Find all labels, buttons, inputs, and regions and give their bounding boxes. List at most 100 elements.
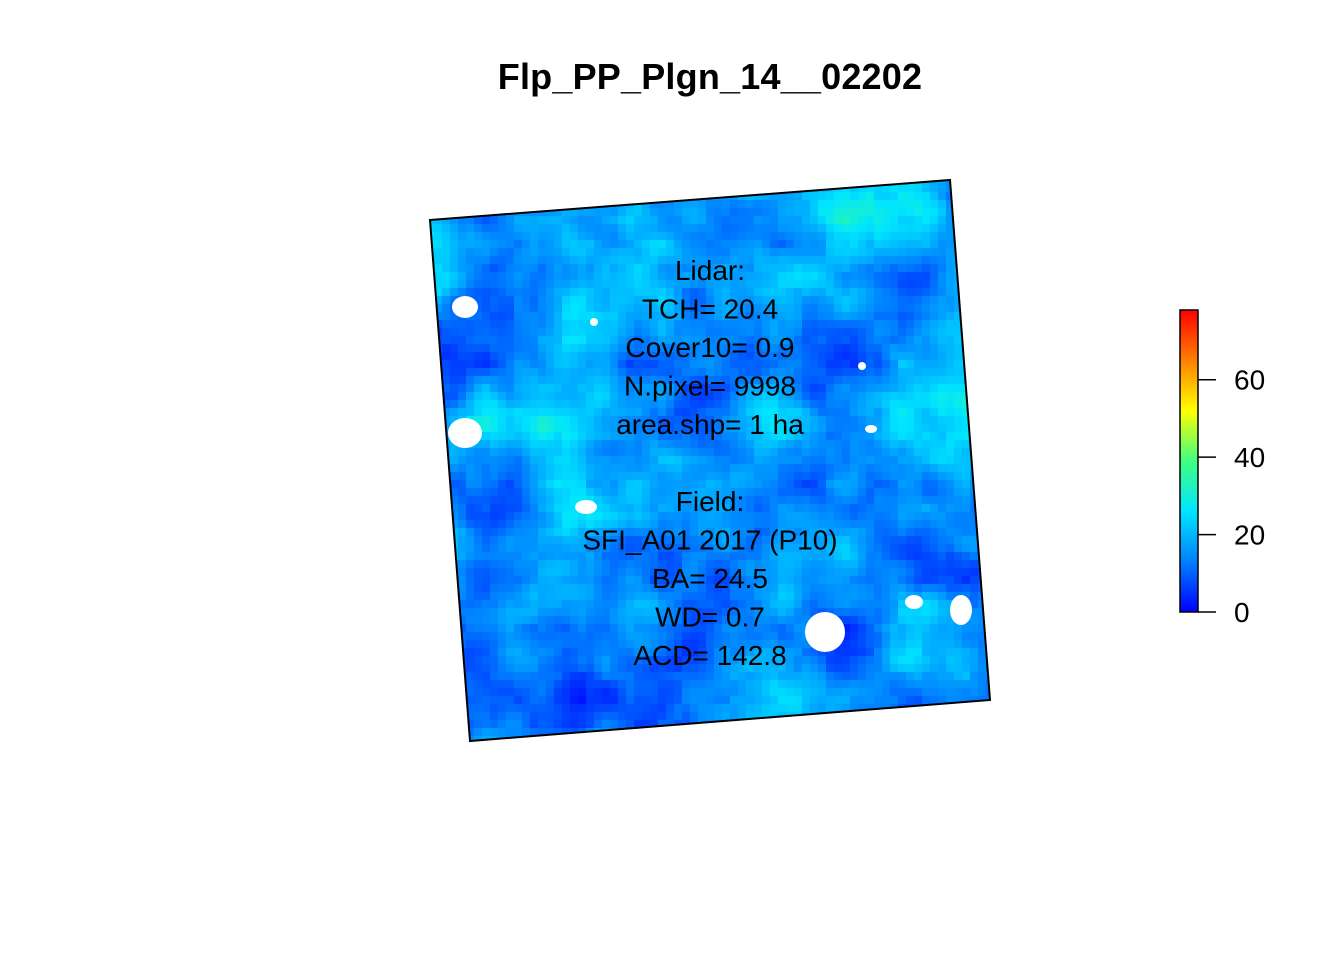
raster-cell <box>442 528 451 537</box>
raster-cell <box>906 448 915 457</box>
raster-cell <box>858 568 867 577</box>
raster-cell <box>906 280 915 289</box>
raster-cell <box>474 288 483 297</box>
raster-cell <box>682 680 691 689</box>
raster-cell <box>682 576 691 585</box>
raster-cell <box>530 656 539 665</box>
raster-cell <box>506 544 515 553</box>
raster-cell <box>914 624 923 633</box>
raster-cell <box>786 360 795 369</box>
raster-cell <box>434 440 443 449</box>
raster-cell <box>754 504 763 513</box>
raster-cell <box>978 432 987 441</box>
raster-cell <box>978 488 987 497</box>
raster-cell <box>578 360 587 369</box>
raster-cell <box>970 232 979 241</box>
raster-cell <box>874 544 883 553</box>
raster-cell <box>946 240 955 249</box>
raster-cell <box>778 704 787 713</box>
raster-cell <box>954 496 963 505</box>
raster-cell <box>874 256 883 265</box>
raster-cell <box>770 504 779 513</box>
raster-cell <box>938 184 947 193</box>
raster-cell <box>674 496 683 505</box>
raster-cell <box>538 296 547 305</box>
raster-cell <box>434 664 443 673</box>
raster-cell <box>746 208 755 217</box>
raster-cell <box>482 384 491 393</box>
raster-cell <box>922 368 931 377</box>
raster-cell <box>730 528 739 537</box>
raster-cell <box>810 272 819 281</box>
raster-cell <box>866 208 875 217</box>
raster-cell <box>946 448 955 457</box>
raster-cell <box>570 696 579 705</box>
raster-cell <box>490 304 499 313</box>
raster-cell <box>506 248 515 257</box>
raster-cell <box>978 456 987 465</box>
raster-cell <box>498 368 507 377</box>
raster-cell <box>978 440 987 449</box>
raster-cell <box>738 288 747 297</box>
raster-cell <box>922 240 931 249</box>
raster-cell <box>754 328 763 337</box>
raster-cell <box>578 648 587 657</box>
raster-cell <box>722 568 731 577</box>
raster-cell <box>434 448 443 457</box>
raster-cell <box>882 400 891 409</box>
raster-cell <box>850 180 859 185</box>
raster-cell <box>922 328 931 337</box>
raster-cell <box>522 640 531 649</box>
raster-cell <box>674 320 683 329</box>
raster-cell <box>498 264 507 273</box>
raster-cell <box>482 720 491 729</box>
raster-cell <box>570 424 579 433</box>
raster-cell <box>642 648 651 657</box>
raster-cell <box>690 224 699 233</box>
raster-cell <box>922 480 931 489</box>
raster-cell <box>810 208 819 217</box>
raster-cell <box>434 584 443 593</box>
raster-cell <box>770 200 779 209</box>
raster-cell <box>754 408 763 417</box>
raster-cell <box>514 392 523 401</box>
raster-cell <box>530 624 539 633</box>
raster-cell <box>994 576 1003 585</box>
raster-cell <box>882 536 891 545</box>
raster-cell <box>794 704 803 713</box>
raster-cell <box>618 576 627 585</box>
raster-cell <box>490 200 499 209</box>
raster-cell <box>690 424 699 433</box>
raster-cell <box>890 672 899 681</box>
raster-cell <box>554 568 563 577</box>
raster-cell <box>938 440 947 449</box>
raster-cell <box>722 560 731 569</box>
raster-cell <box>610 488 619 497</box>
raster-cell <box>554 352 563 361</box>
raster-cell <box>786 560 795 569</box>
raster-cell <box>778 520 787 529</box>
raster-cell <box>994 416 1003 425</box>
raster-cell <box>570 280 579 289</box>
raster-cell <box>954 472 963 481</box>
raster-cell <box>482 528 491 537</box>
raster-cell <box>738 656 747 665</box>
raster-cell <box>458 512 467 521</box>
raster-cell <box>658 200 667 209</box>
raster-cell <box>922 272 931 281</box>
raster-cell <box>466 180 475 185</box>
raster-cell <box>802 576 811 585</box>
raster-cell <box>994 536 1003 545</box>
raster-cell <box>954 576 963 585</box>
raster-cell <box>946 496 955 505</box>
raster-cell <box>842 200 851 209</box>
raster-cell <box>594 184 603 193</box>
raster-cell <box>554 584 563 593</box>
raster-cell <box>586 640 595 649</box>
raster-cell <box>738 232 747 241</box>
raster-cell <box>898 496 907 505</box>
raster-cell <box>634 440 643 449</box>
raster-cell <box>890 632 899 641</box>
raster-cell <box>754 256 763 265</box>
raster-cell <box>498 568 507 577</box>
